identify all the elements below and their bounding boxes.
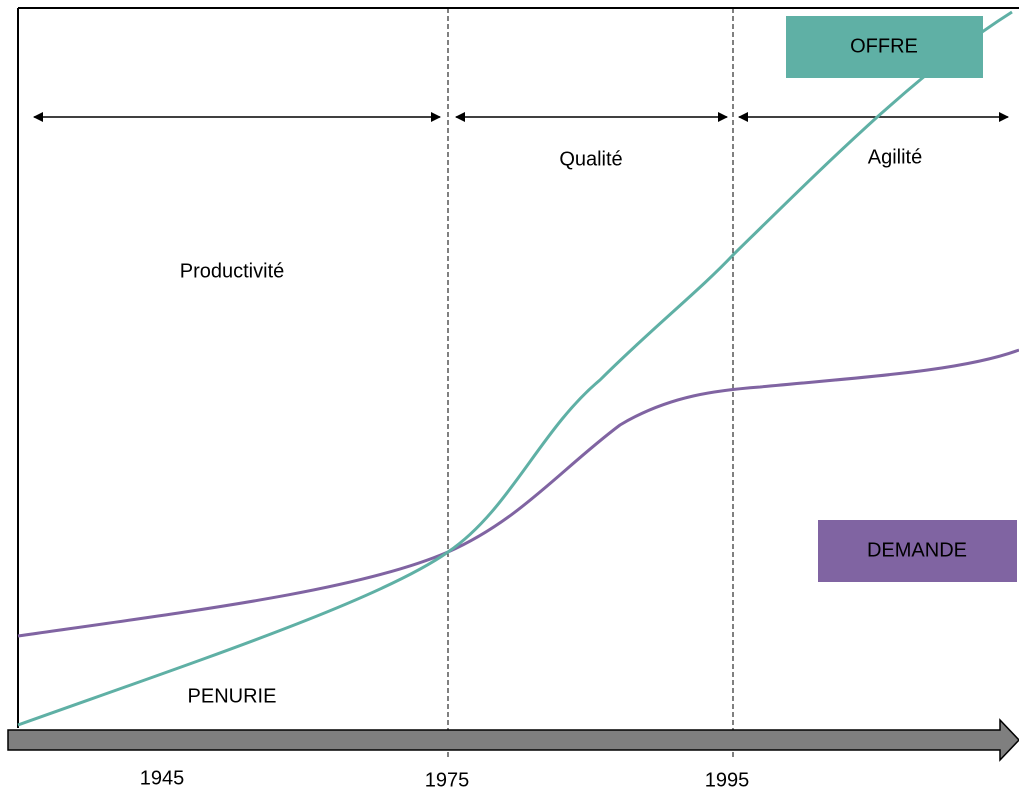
demand-curve <box>17 348 1019 638</box>
period-label: Productivité <box>180 260 285 282</box>
note-label: PENURIE <box>188 685 277 707</box>
demande-label: DEMANDE <box>867 539 967 561</box>
year-label: 1975 <box>425 769 470 791</box>
supply-curve <box>17 10 1013 727</box>
demande-box <box>818 520 1017 582</box>
offre-box <box>786 16 983 78</box>
time-axis <box>7 718 1019 762</box>
offre-label: OFFRE <box>850 35 918 57</box>
period-label: Qualité <box>559 148 622 170</box>
year-label: 1945 <box>140 767 185 789</box>
period-label: Agilité <box>868 146 922 168</box>
year-label: 1995 <box>705 769 750 791</box>
